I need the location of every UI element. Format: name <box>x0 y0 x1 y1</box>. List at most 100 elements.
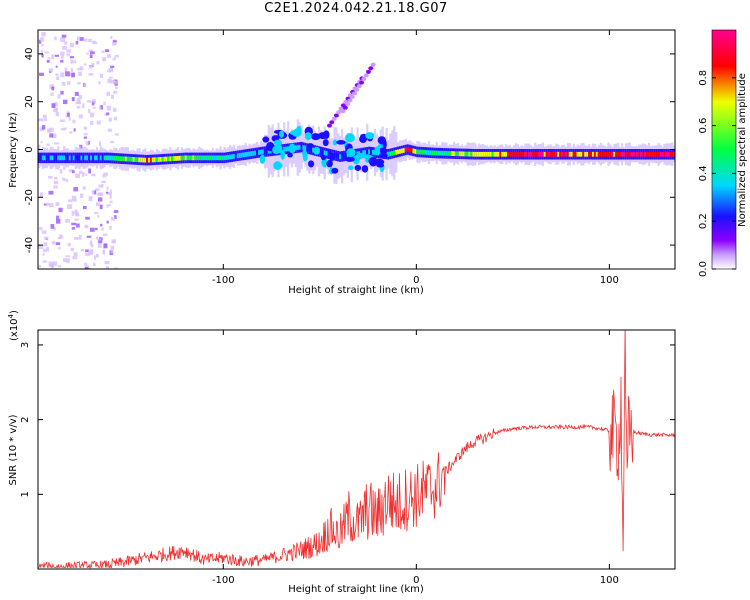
spectrogram-core <box>617 151 620 157</box>
spectrogram-speckle <box>64 67 68 72</box>
spectrogram-speckle <box>102 249 106 255</box>
spectrogram-core <box>578 151 581 157</box>
spectrogram-core <box>649 151 653 157</box>
spectrogram-speckle <box>72 255 78 260</box>
spectrogram-speckle <box>71 222 77 226</box>
spectrogram-core <box>306 146 309 151</box>
spectrogram-speckle <box>57 94 61 99</box>
spectrogram-core <box>489 151 492 157</box>
spectrogram-core <box>171 156 174 162</box>
spectrogram-speckle <box>51 54 55 60</box>
spectrogram-blob <box>359 135 367 143</box>
spectrogram-streak <box>345 102 351 107</box>
spectrogram-core <box>508 151 512 157</box>
spectrogram-core <box>121 156 124 162</box>
spectrogram-blob <box>320 154 327 161</box>
spectrogram-core <box>138 157 141 163</box>
spectrogram-core <box>354 151 357 157</box>
spectrogram-core <box>144 157 147 163</box>
spectrogram-speckle <box>48 203 54 208</box>
spectrogram-speckle <box>110 250 114 254</box>
spectrogram-core <box>584 151 587 157</box>
spectrogram-core <box>520 151 523 157</box>
spectrogram-core <box>615 151 618 157</box>
spectrogram-core <box>387 151 390 157</box>
spectrogram-speckle <box>59 169 63 174</box>
spectrogram-speckle <box>48 261 53 267</box>
spectrogram-speckle <box>75 40 79 45</box>
spectrogram-core <box>298 144 301 150</box>
spectrogram-speckle <box>78 170 83 174</box>
spectrogram-core <box>516 151 519 157</box>
spectrogram-speckle <box>47 128 51 133</box>
spectrogram-speckle <box>74 91 79 96</box>
spectrogram-core <box>499 151 502 157</box>
spectrogram-core <box>65 155 68 161</box>
spectrogram-speckle <box>112 40 117 43</box>
spectrogram-core <box>304 145 307 151</box>
spectrogram-speckle <box>76 223 80 228</box>
spectrogram-streak <box>354 87 360 92</box>
spectrogram-core <box>41 155 45 161</box>
spectrogram-speckle <box>62 46 67 50</box>
spectrogram-speckle <box>83 136 88 139</box>
spectrogram-speckle <box>108 76 113 79</box>
spectrogram-speckle <box>91 173 96 177</box>
spectrogram-core <box>601 151 604 157</box>
spectrogram-core <box>119 156 122 161</box>
spectrogram-core <box>563 151 566 157</box>
spectrogram-blob <box>345 156 355 162</box>
spectrogram-speckle <box>40 141 43 144</box>
spectrogram-speckle <box>53 227 56 231</box>
spectrogram-x-tick-label: 100 <box>600 275 619 286</box>
spectrogram-streak <box>368 66 374 71</box>
spectrogram-core <box>223 155 226 161</box>
spectrogram-core <box>107 155 110 161</box>
spectrogram-blob <box>357 152 367 159</box>
spectrogram-core <box>287 146 290 152</box>
spectrogram-speckle <box>54 107 58 111</box>
spectrogram-speckle <box>110 35 113 40</box>
spectrogram-speckle <box>77 67 82 71</box>
spectrogram-speckle <box>38 72 44 76</box>
spectrogram-core <box>159 157 162 162</box>
spectrogram-blob <box>336 140 346 145</box>
spectrogram-speckle <box>114 54 119 58</box>
spectrogram-core <box>78 155 81 161</box>
spectrogram-core <box>142 157 145 163</box>
spectrogram-core <box>642 151 645 157</box>
spectrogram-core <box>630 151 633 157</box>
spectrogram-speckle <box>97 238 102 241</box>
spectrogram-speckle <box>78 71 82 77</box>
spectrogram-core <box>259 149 263 155</box>
spectrogram-y-tick-label: -20 <box>24 189 35 205</box>
spectrogram-blob <box>331 167 339 174</box>
spectrogram-speckle <box>58 265 62 268</box>
spectrogram-blob <box>304 132 312 141</box>
spectrogram-core <box>406 147 409 152</box>
spectrogram-speckle <box>76 105 81 109</box>
spectrogram-core <box>620 151 624 157</box>
spectrogram-core <box>238 153 241 158</box>
spectrogram-core <box>580 151 583 157</box>
spectrogram-core <box>661 151 664 157</box>
spectrogram-core <box>263 149 267 155</box>
spectrogram-core <box>225 155 228 160</box>
spectrogram-blob <box>322 139 329 147</box>
spectrogram-streak <box>352 91 358 96</box>
spectrogram-core <box>437 150 440 156</box>
spectrogram-core <box>93 155 97 161</box>
spectrogram-speckle <box>98 184 104 188</box>
spectrogram-speckle <box>106 220 109 224</box>
spectrogram-speckle <box>112 107 117 112</box>
spectrogram-speckle <box>66 53 70 56</box>
spectrogram-core <box>588 151 591 157</box>
spectrogram-streak <box>326 123 332 128</box>
spectrogram-streak <box>361 76 367 81</box>
spectrogram-core <box>157 157 160 162</box>
spectrogram-core <box>412 148 415 154</box>
spectrogram-speckle <box>51 86 55 91</box>
colorbar: 0.0 0.2 0.4 0.6 0.8 Normalized spectral ampl… <box>698 29 748 277</box>
spectrogram-speckle <box>109 200 113 204</box>
spectrogram-core <box>59 155 62 161</box>
